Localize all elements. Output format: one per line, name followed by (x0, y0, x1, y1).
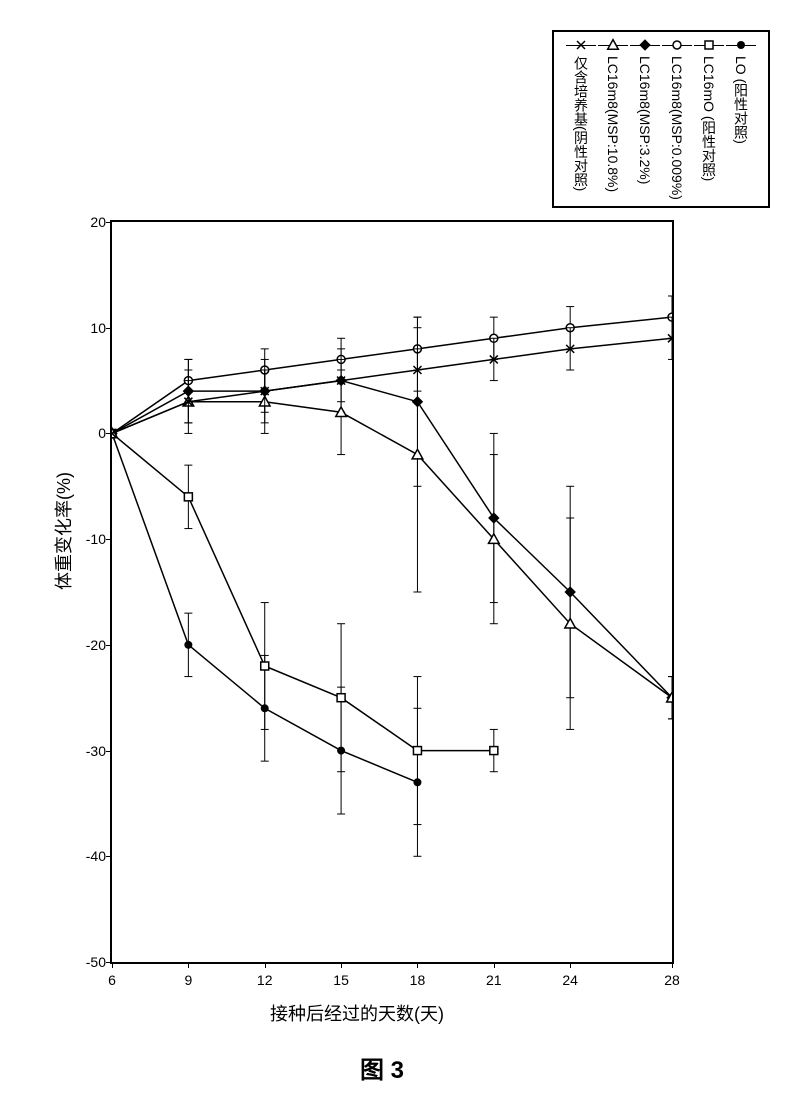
chart-legend: LO (阳性对照) LC16mO (阳性对照) LC16m8(MSP:0.009%)… (552, 30, 770, 208)
x-tick-label: 28 (664, 972, 680, 988)
plot-area: 20100-10-20-30-40-5069121518212428 (110, 220, 674, 964)
y-tick-label: -50 (78, 954, 106, 970)
figure-caption: 图 3 (360, 1050, 404, 1085)
y-tick-label: -20 (78, 637, 106, 653)
x-tick-label: 18 (410, 972, 426, 988)
y-tick-label: -30 (78, 743, 106, 759)
y-tick-label: 0 (78, 425, 106, 441)
legend-item: LC16mO (阳性对照) (694, 38, 724, 200)
y-tick-label: -40 (78, 848, 106, 864)
x-tick-label: 21 (486, 972, 502, 988)
legend-item: LC16m8(MSP:0.009%) (662, 38, 692, 200)
legend-label: LC16m8(MSP:10.8%) (605, 56, 621, 192)
legend-label: LC16mO (阳性对照) (699, 56, 719, 181)
legend-item: 仅含培养基(阴性对照) (566, 38, 596, 200)
legend-item: LC16m8(MSP:10.8%) (598, 38, 628, 200)
x-tick-label: 6 (108, 972, 116, 988)
x-tick-label: 15 (333, 972, 349, 988)
legend-label: LO (阳性对照) (731, 56, 751, 144)
legend-item: LO (阳性对照) (726, 38, 756, 200)
legend-label: LC16m8(MSP:3.2%) (637, 56, 653, 184)
y-tick-label: -10 (78, 531, 106, 547)
x-tick-label: 12 (257, 972, 273, 988)
legend-label: LC16m8(MSP:0.009%) (669, 56, 685, 200)
x-axis-label: 接种后经过的天数(天) (270, 1000, 444, 1026)
x-tick-label: 24 (562, 972, 578, 988)
y-tick-label: 10 (78, 320, 106, 336)
legend-label: 仅含培养基(阴性对照) (571, 56, 591, 191)
y-axis-label: 体重变化率(%) (50, 472, 76, 590)
legend-item: LC16m8(MSP:3.2%) (630, 38, 660, 200)
x-tick-label: 9 (184, 972, 192, 988)
y-tick-label: 20 (78, 214, 106, 230)
figure-3: LO (阳性对照) LC16mO (阳性对照) LC16m8(MSP:0.009%)… (20, 20, 780, 1087)
